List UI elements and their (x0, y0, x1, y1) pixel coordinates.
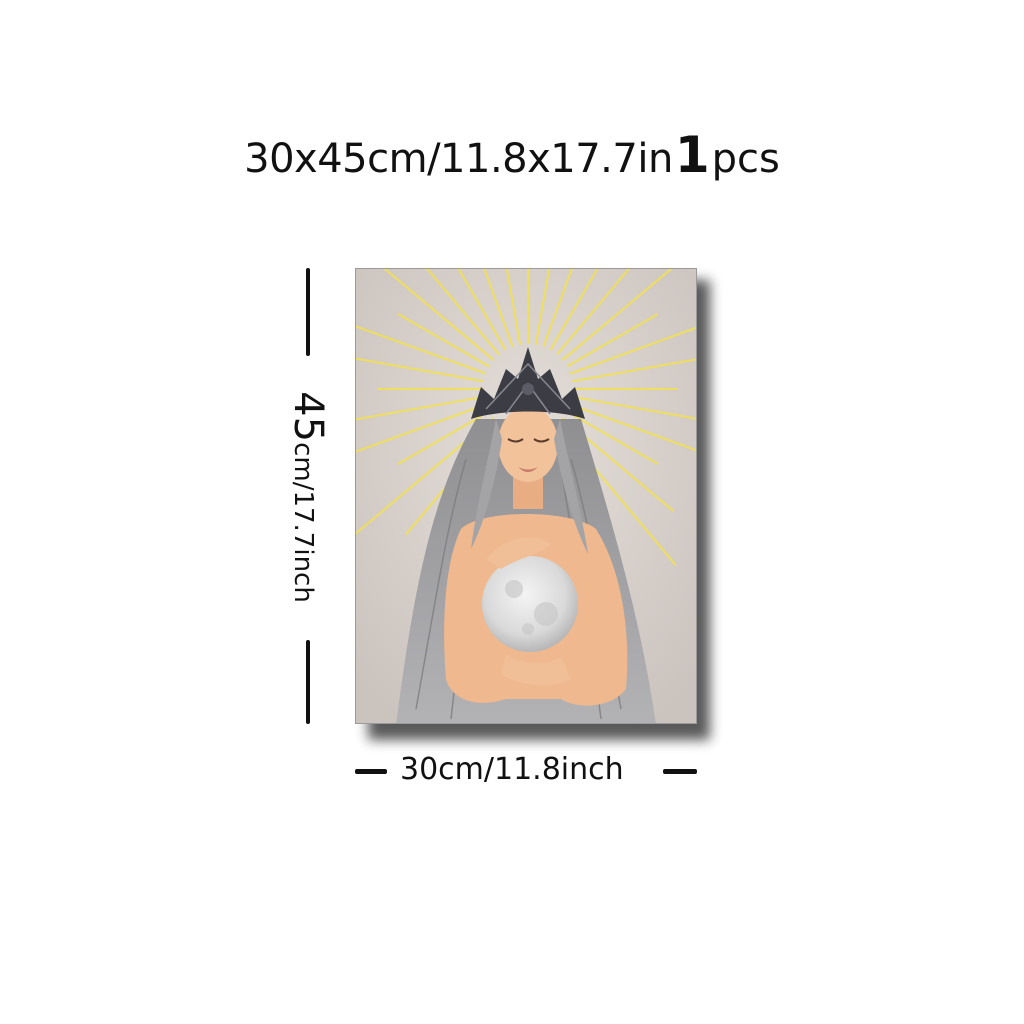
height-marker-bottom (306, 640, 310, 724)
sun-ray (572, 358, 696, 383)
sun-ray (505, 269, 522, 345)
width-marker-right (663, 769, 697, 774)
sun-ray (356, 403, 487, 453)
moon (482, 556, 578, 652)
sun-ray (457, 269, 507, 351)
upper-hand (486, 537, 551, 569)
sun-ray (356, 395, 484, 421)
height-value: 45 (285, 391, 331, 443)
size-text: 30x45cm/11.8x17.7in (244, 136, 673, 182)
width-marker-left (355, 769, 387, 774)
sun-ray (397, 410, 490, 465)
sun-ray (549, 269, 599, 351)
height-marker-top (306, 268, 310, 356)
sun-ray (356, 357, 484, 383)
product-title: 30x45cm/11.8x17.7in1pcs (0, 130, 1024, 180)
lower-hand (501, 654, 571, 686)
quantity-unit: pcs (711, 136, 780, 182)
sun-ray (383, 269, 495, 361)
sun-ray (397, 313, 490, 368)
height-text: cm/17.7inch (288, 442, 318, 603)
sun-ray (483, 269, 514, 348)
sun-ray (569, 403, 696, 452)
quantity-number: 1 (674, 126, 710, 184)
canvas-print (355, 268, 697, 724)
sun-ray (534, 269, 551, 345)
sun-ray (556, 269, 630, 356)
height-label: 45cm/17.7inch (285, 391, 331, 603)
sun-ray (561, 269, 673, 361)
sun-ray (572, 395, 696, 420)
face (498, 406, 558, 482)
sun-ray (566, 410, 659, 465)
sun-ray (566, 313, 659, 368)
sun-ray (356, 325, 487, 375)
sun-ray (569, 326, 696, 375)
artwork-illustration (356, 269, 696, 723)
sun-ray (426, 269, 500, 356)
sun-ray (542, 269, 573, 348)
width-label: 30cm/11.8inch (400, 752, 624, 787)
